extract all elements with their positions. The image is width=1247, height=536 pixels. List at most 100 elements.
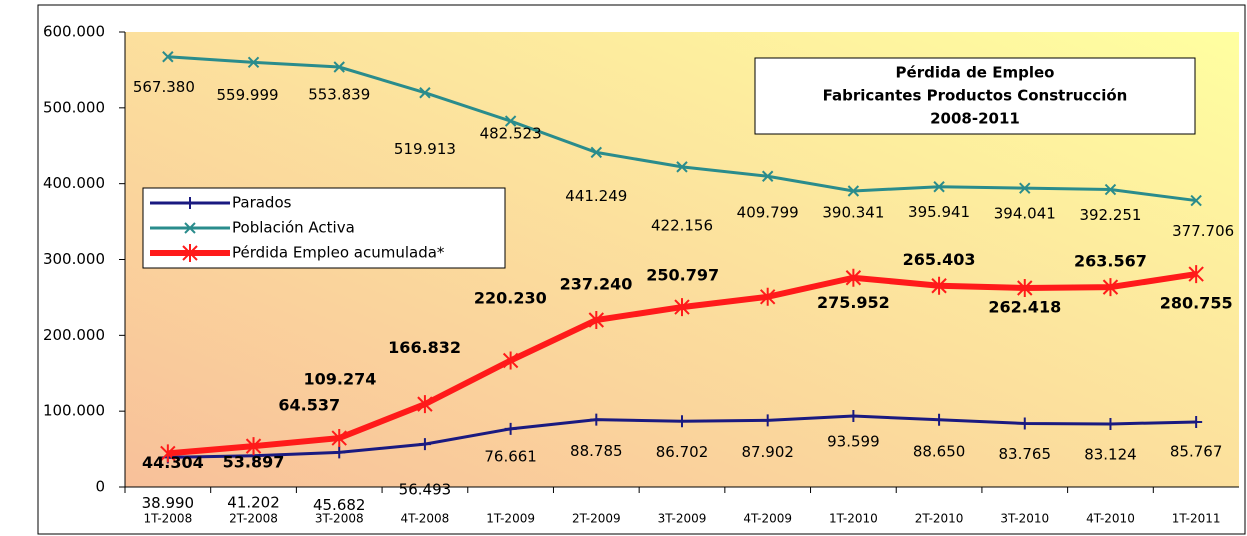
marker	[676, 161, 688, 173]
marker	[1102, 278, 1119, 297]
data-label: 38.990	[142, 494, 195, 512]
chart-title: 2008-2011	[930, 110, 1020, 128]
data-label: 567.380	[133, 78, 195, 96]
data-label: 553.839	[308, 86, 370, 104]
data-label: 45.682	[313, 496, 366, 514]
data-label: 482.523	[480, 125, 542, 143]
marker	[1017, 279, 1033, 297]
marker	[933, 413, 946, 426]
marker	[1018, 417, 1031, 430]
data-label: 262.418	[988, 297, 1061, 316]
marker	[502, 351, 519, 370]
x-tick-label: 2T-2009	[572, 512, 621, 526]
data-label: 390.341	[822, 203, 884, 221]
data-label: 56.493	[399, 481, 452, 499]
data-label: 441.249	[565, 187, 627, 205]
marker	[847, 410, 860, 423]
data-label: 409.799	[737, 204, 799, 222]
marker	[761, 414, 774, 427]
marker	[588, 310, 605, 329]
marker	[504, 115, 517, 127]
marker	[674, 298, 690, 317]
marker	[160, 444, 176, 463]
data-label: 88.785	[570, 442, 623, 460]
marker	[761, 170, 774, 182]
marker	[419, 87, 431, 99]
marker	[247, 56, 260, 69]
data-label: 83.124	[1084, 445, 1137, 463]
y-tick-label: 200.000	[43, 326, 105, 344]
marker	[417, 395, 433, 414]
data-label: 220.230	[474, 288, 547, 307]
y-tick-label: 500.000	[43, 98, 105, 116]
data-label: 41.202	[227, 493, 280, 511]
data-label: 53.897	[223, 453, 285, 472]
marker	[331, 429, 347, 448]
x-tick-label: 1T-2009	[486, 512, 535, 526]
legend-marker	[184, 222, 196, 234]
marker	[333, 446, 346, 459]
data-label: 88.650	[913, 442, 966, 460]
data-label: 109.274	[303, 370, 376, 389]
data-label: 76.661	[484, 447, 537, 465]
marker	[333, 61, 345, 73]
marker	[590, 146, 603, 159]
legend-marker	[182, 244, 198, 262]
chart-title: Fabricantes Productos Construcción	[823, 87, 1128, 105]
y-tick-label: 300.000	[43, 250, 105, 268]
data-label: 87.902	[741, 443, 794, 461]
x-tick-label: 1T-2008	[143, 512, 192, 526]
marker	[1190, 194, 1202, 207]
data-label: 83.765	[999, 445, 1052, 463]
marker	[418, 438, 431, 451]
y-tick-label: 600.000	[43, 23, 105, 41]
marker	[847, 185, 860, 197]
data-label: 263.567	[1074, 252, 1147, 271]
data-label: 559.999	[217, 86, 279, 104]
x-tick-label: 1T-2011	[1172, 512, 1221, 526]
y-tick-label: 100.000	[43, 402, 105, 420]
marker	[504, 422, 517, 435]
legend-label: Pérdida Empleo acumulada*	[232, 244, 445, 262]
legend-marker	[184, 197, 196, 209]
data-label: 519.913	[394, 140, 456, 158]
marker	[1188, 265, 1204, 284]
data-label: 86.702	[656, 443, 709, 461]
data-label: 395.941	[908, 203, 970, 221]
title-box	[754, 57, 1196, 135]
x-tick-label: 3T-2008	[315, 512, 364, 526]
data-label: 64.537	[278, 396, 340, 415]
data-label: 85.767	[1170, 442, 1223, 460]
marker	[933, 181, 945, 193]
marker	[931, 276, 947, 295]
chart-title: Pérdida de Empleo	[896, 64, 1055, 82]
x-tick-label: 2T-2010	[915, 512, 964, 526]
marker	[759, 287, 776, 306]
data-label: 280.755	[1160, 294, 1233, 313]
x-tick-label: 2T-2008	[229, 512, 278, 526]
marker	[1104, 183, 1117, 196]
data-label: 93.599	[827, 433, 880, 451]
marker	[676, 415, 688, 428]
y-tick-label: 400.000	[43, 174, 105, 192]
data-label: 265.403	[903, 250, 976, 269]
data-label: 237.240	[560, 275, 633, 294]
x-tick-label: 3T-2009	[658, 512, 707, 526]
data-label: 250.797	[646, 265, 719, 284]
x-tick-label: 4T-2010	[1086, 512, 1135, 526]
data-label: 377.706	[1172, 222, 1234, 240]
y-tick-label: 0	[95, 478, 105, 496]
data-label: 166.832	[388, 338, 461, 357]
x-tick-label: 4T-2008	[401, 512, 450, 526]
x-tick-label: 3T-2010	[1000, 512, 1049, 526]
x-tick-label: 4T-2009	[743, 512, 792, 526]
legend-label: Parados	[232, 194, 292, 212]
marker	[590, 413, 603, 426]
data-label: 44.304	[142, 453, 204, 472]
marker	[162, 51, 174, 63]
legend-label: Población Activa	[232, 219, 355, 237]
data-label: 275.952	[817, 293, 890, 312]
data-label: 392.251	[1079, 206, 1141, 224]
marker	[845, 268, 862, 287]
